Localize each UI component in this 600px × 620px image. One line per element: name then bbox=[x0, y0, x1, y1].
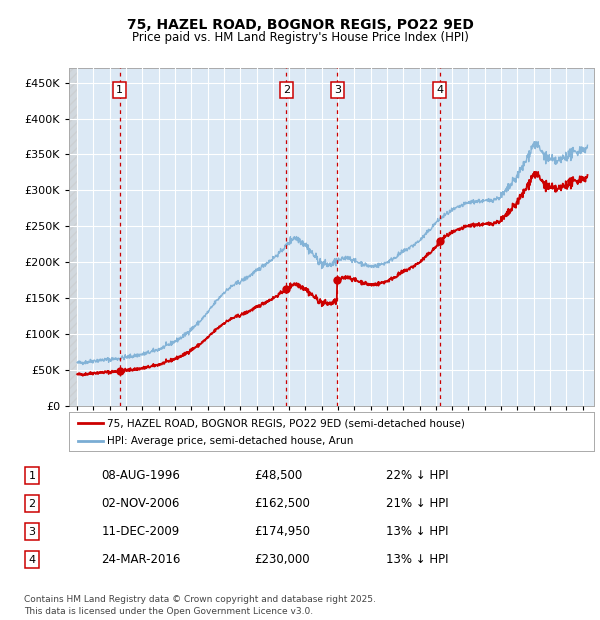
Text: 3: 3 bbox=[334, 85, 341, 95]
Text: 1: 1 bbox=[116, 85, 123, 95]
Text: 4: 4 bbox=[436, 85, 443, 95]
Text: 2: 2 bbox=[29, 498, 36, 508]
Bar bbox=[69, 68, 77, 406]
Text: 13% ↓ HPI: 13% ↓ HPI bbox=[386, 525, 449, 538]
Text: 1: 1 bbox=[29, 471, 35, 480]
Text: 75, HAZEL ROAD, BOGNOR REGIS, PO22 9ED: 75, HAZEL ROAD, BOGNOR REGIS, PO22 9ED bbox=[127, 18, 473, 32]
Text: Contains HM Land Registry data © Crown copyright and database right 2025.
This d: Contains HM Land Registry data © Crown c… bbox=[24, 595, 376, 616]
Text: £174,950: £174,950 bbox=[254, 525, 310, 538]
Text: 75, HAZEL ROAD, BOGNOR REGIS, PO22 9ED (semi-detached house): 75, HAZEL ROAD, BOGNOR REGIS, PO22 9ED (… bbox=[107, 418, 464, 428]
Text: 21% ↓ HPI: 21% ↓ HPI bbox=[386, 497, 449, 510]
Text: 2: 2 bbox=[283, 85, 290, 95]
Text: 08-AUG-1996: 08-AUG-1996 bbox=[101, 469, 180, 482]
Text: £48,500: £48,500 bbox=[254, 469, 302, 482]
Text: £230,000: £230,000 bbox=[254, 553, 310, 566]
Text: 24-MAR-2016: 24-MAR-2016 bbox=[101, 553, 181, 566]
Text: Price paid vs. HM Land Registry's House Price Index (HPI): Price paid vs. HM Land Registry's House … bbox=[131, 31, 469, 43]
Text: 11-DEC-2009: 11-DEC-2009 bbox=[101, 525, 179, 538]
Text: 22% ↓ HPI: 22% ↓ HPI bbox=[386, 469, 449, 482]
Text: HPI: Average price, semi-detached house, Arun: HPI: Average price, semi-detached house,… bbox=[107, 436, 353, 446]
Text: 13% ↓ HPI: 13% ↓ HPI bbox=[386, 553, 449, 566]
Text: 3: 3 bbox=[29, 526, 35, 536]
Text: £162,500: £162,500 bbox=[254, 497, 310, 510]
Text: 02-NOV-2006: 02-NOV-2006 bbox=[101, 497, 179, 510]
Text: 4: 4 bbox=[29, 554, 36, 565]
